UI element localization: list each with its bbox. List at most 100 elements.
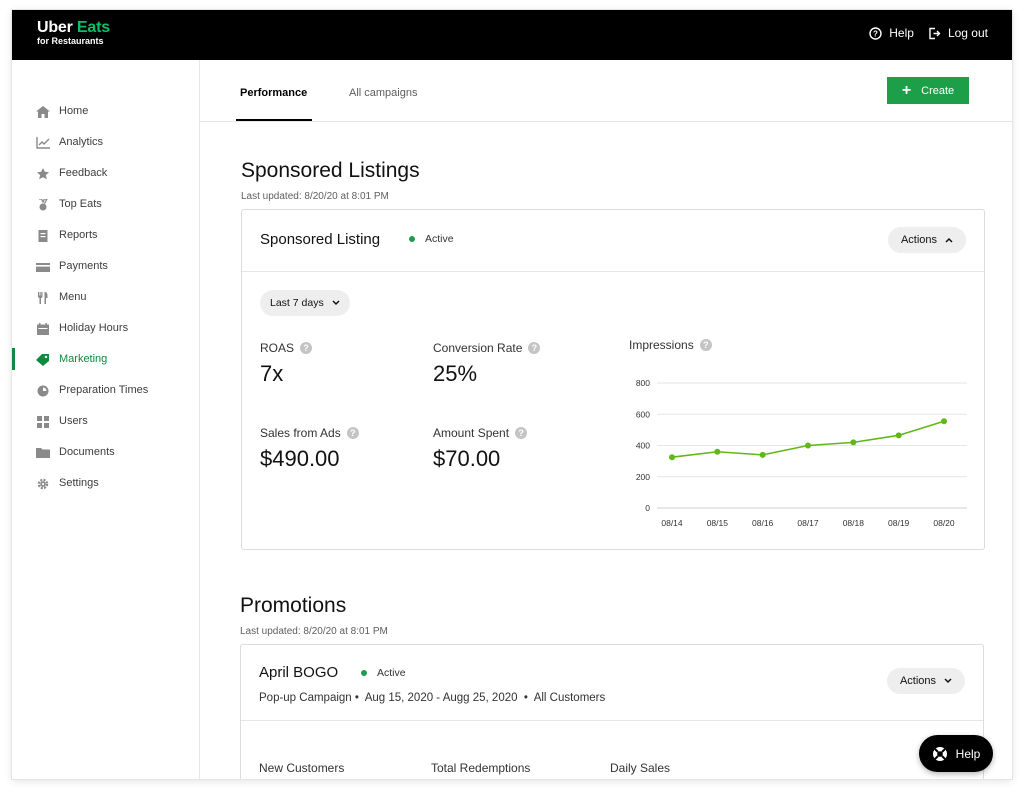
info-icon[interactable]: ? [300, 342, 313, 354]
conversion-rate-label-text: Conversion Rate [433, 341, 523, 355]
brand-logo[interactable]: Uber Eats for Restaurants [37, 19, 110, 47]
promotions-title: Promotions [240, 594, 347, 617]
daily-sales-label: Daily Sales [610, 761, 671, 775]
x-tick-label: 08/15 [707, 518, 729, 528]
x-tick-label: 08/16 [752, 518, 774, 528]
data-point [759, 451, 766, 458]
sidebar-item-analytics[interactable]: Analytics [12, 131, 200, 155]
actions-button[interactable]: Actions [887, 668, 965, 694]
sidebar-item-holiday-hours[interactable]: Holiday Hours [12, 317, 200, 341]
impressions-chart: 0 200 400 600 800 08/14 08/15 08/16 08/17 08/18 08… [622, 368, 972, 538]
help-circle-icon: ? [869, 26, 882, 40]
brand-uber: Uber [37, 19, 73, 36]
brand-subtitle: for Restaurants [37, 36, 104, 46]
info-icon[interactable]: ? [699, 339, 712, 351]
sidebar-item-marketing[interactable]: Marketing [12, 348, 200, 372]
sidebar-item-top-eats[interactable]: Top Eats [12, 193, 200, 217]
status-label: Active [425, 233, 454, 245]
impressions-label: Impressions? [629, 338, 712, 352]
create-button[interactable]: + Create [887, 77, 969, 104]
main-content: Performance All campaigns + Create Sponso… [200, 60, 1012, 779]
sidebar-item-payments[interactable]: Payments [12, 255, 200, 279]
info-icon[interactable]: ? [346, 427, 359, 439]
logout-label: Log out [947, 26, 988, 40]
y-tick-label: 600 [636, 409, 650, 419]
logout-link[interactable]: Log out [928, 26, 988, 40]
roas-label: ROAS? [260, 341, 313, 355]
sidebar-item-menu[interactable]: Menu [12, 286, 200, 310]
data-point [805, 442, 811, 449]
campaign-audience: All Customers [533, 692, 606, 704]
y-tick-label: 0 [645, 503, 650, 513]
tab-performance[interactable]: Performance [240, 87, 308, 99]
chevron-down-icon [944, 678, 952, 684]
tab-all-campaigns[interactable]: All campaigns [349, 87, 418, 99]
y-tick-label: 200 [636, 472, 650, 482]
sponsored-listing-card: Sponsored Listing Active Actions Last 7 … [241, 209, 985, 550]
tag-icon [36, 354, 49, 366]
status-dot [361, 670, 367, 676]
sidebar-item-label: Top Eats [59, 198, 102, 210]
sidebar-item-label: Holiday Hours [59, 322, 129, 334]
sidebar-item-label: Payments [59, 260, 108, 272]
medal-icon [39, 199, 48, 211]
x-tick-label: 08/19 [888, 518, 910, 528]
amount-spent-value: $70.00 [433, 446, 501, 471]
status-label: Active [377, 667, 406, 679]
roas-label-text: ROAS [260, 341, 295, 355]
actions-button[interactable]: Actions [888, 227, 966, 253]
data-point [669, 454, 675, 461]
status-badge: Active [361, 667, 406, 679]
users-icon [37, 416, 49, 428]
help-link[interactable]: ? Help [869, 26, 914, 40]
status-dot [409, 236, 415, 242]
x-tick-label: 08/17 [797, 518, 819, 528]
chevron-down-icon [332, 300, 340, 306]
sidebar-item-preparation-times[interactable]: Preparation Times [12, 379, 200, 403]
sidebar-item-label: Analytics [59, 136, 104, 148]
sidebar-item-settings[interactable]: Settings [12, 472, 200, 496]
promotion-details: Pop-up Campaign • Aug 15, 2020 - Augg 25… [259, 692, 606, 704]
impressions-chart-svg: 0 200 400 600 800 08/14 08/15 08/16 08/17 08/18 08… [636, 378, 967, 528]
sidebar-item-label: Preparation Times [59, 384, 149, 396]
help-chat-label: Help [955, 746, 981, 761]
promotion-title: April BOGO [259, 664, 339, 681]
top-actions: ? Help Log out [855, 26, 988, 40]
brand-eats: Eats [76, 19, 110, 36]
status-badge: Active [409, 233, 454, 245]
sidebar-item-reports[interactable]: Reports [12, 224, 200, 248]
card-divider [242, 271, 984, 272]
sidebar-item-label: Reports [59, 229, 98, 241]
info-icon[interactable]: ? [528, 342, 541, 354]
top-bar: Uber Eats for Restaurants ? Help Log out [12, 10, 1012, 60]
calendar-icon [37, 323, 49, 335]
promotion-card: April BOGO Active Pop-up Campaign • Aug … [240, 644, 984, 779]
sidebar-item-feedback[interactable]: Feedback [12, 162, 200, 186]
analytics-icon [36, 137, 50, 149]
utensils-icon [38, 292, 48, 304]
sidebar-item-label: Documents [59, 446, 115, 458]
new-customers-label: New Customers [259, 761, 345, 775]
amount-spent-label-text: Amount Spent [433, 426, 510, 440]
gear-icon [37, 478, 49, 490]
sidebar-item-label: Feedback [59, 167, 108, 179]
total-redemptions-label: Total Redemptions [431, 761, 531, 775]
app-window: Uber Eats for Restaurants ? Help Log out… [12, 10, 1012, 779]
info-icon[interactable]: ? [515, 427, 528, 439]
sidebar-item-home[interactable]: Home [12, 100, 200, 124]
logout-icon [929, 27, 941, 39]
impressions-chart-title: Impressions [629, 338, 694, 352]
sidebar-item-users[interactable]: Users [12, 410, 200, 434]
y-tick-label: 400 [636, 441, 650, 451]
promotions-last-updated: Last updated: 8/20/20 at 8:01 PM [240, 626, 388, 637]
data-point [714, 448, 721, 455]
date-range-dropdown[interactable]: Last 7 days [260, 290, 350, 316]
data-point [850, 439, 857, 446]
lifebuoy-icon [932, 746, 947, 761]
sidebar-item-documents[interactable]: Documents [12, 441, 200, 465]
x-tick-label: 08/14 [661, 518, 683, 528]
help-chat-button[interactable]: Help [919, 735, 993, 772]
sales-from-ads-label: Sales from Ads? [260, 426, 359, 440]
impressions-series-line [671, 420, 945, 459]
x-tick-label: 08/20 [933, 518, 955, 528]
